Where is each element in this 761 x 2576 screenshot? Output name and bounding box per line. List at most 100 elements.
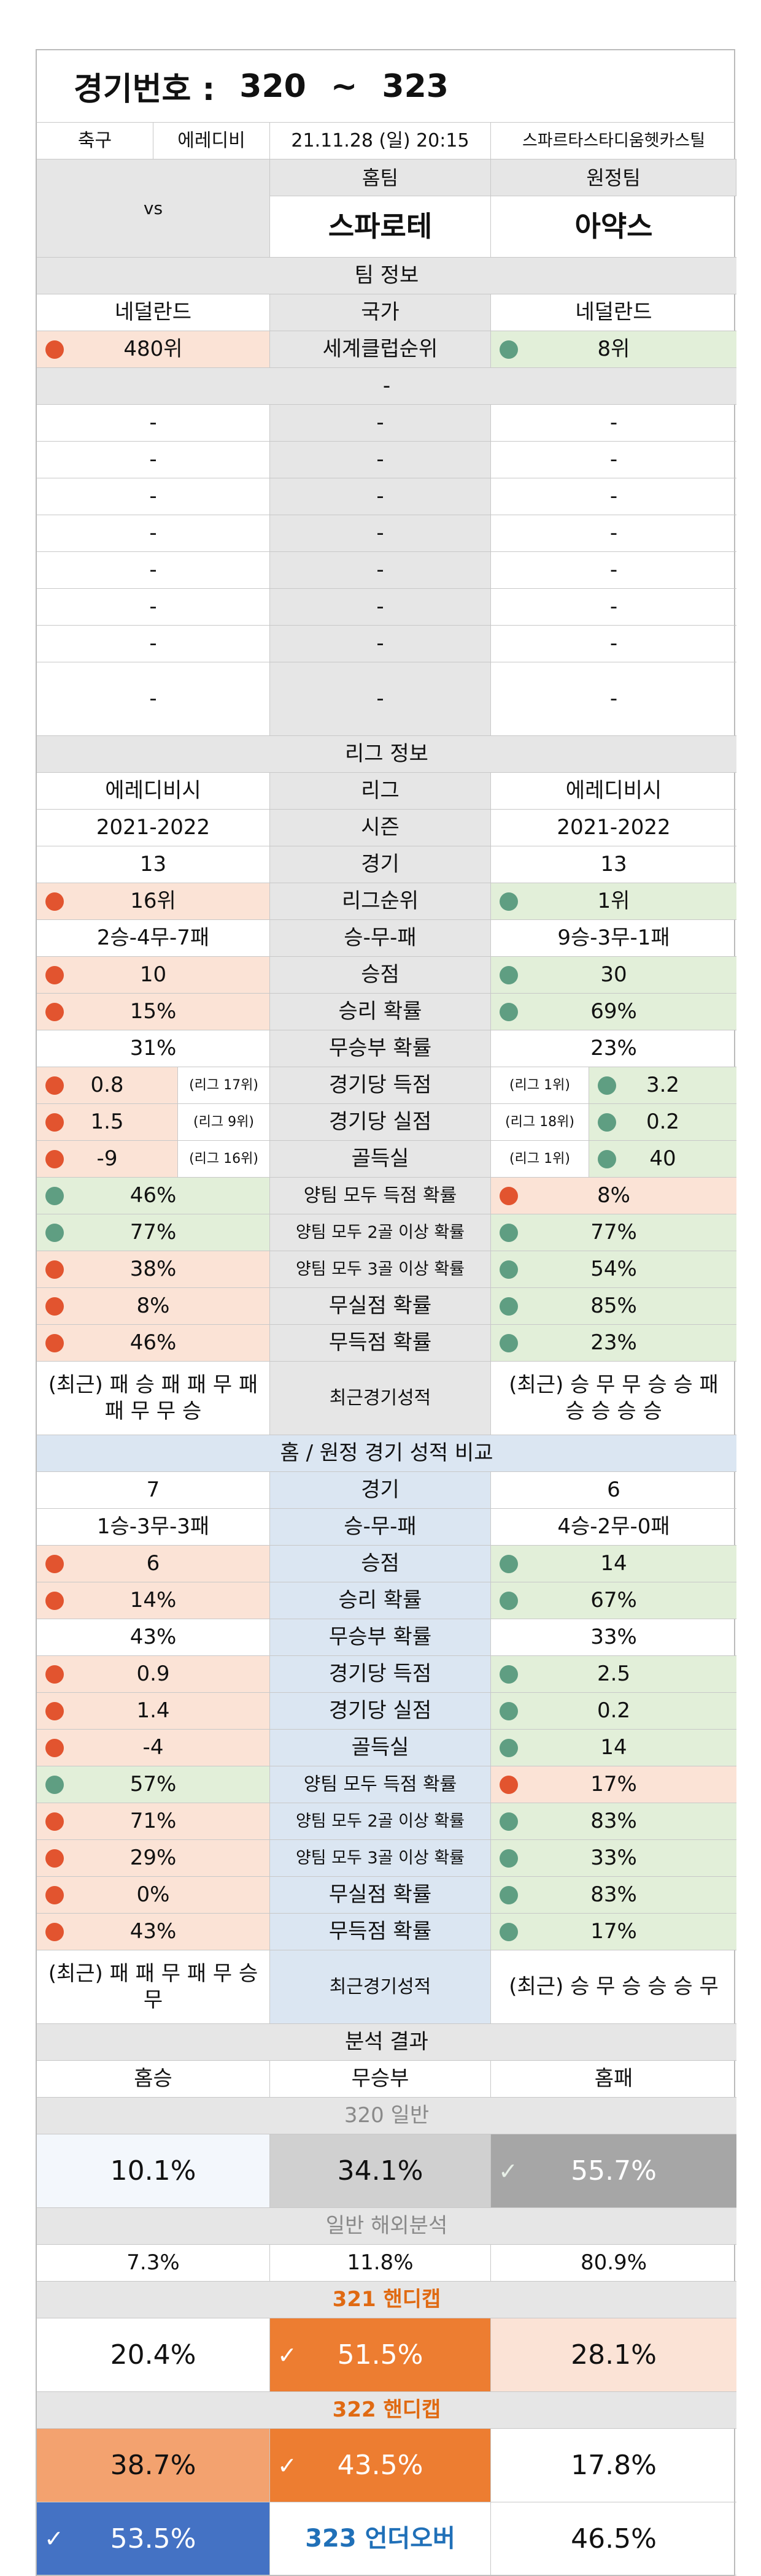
- g320-row: 10.1% 34.1% ✓ 55.7%: [36, 2134, 736, 2208]
- ha-home-draw-prob: 43%: [37, 1619, 270, 1656]
- overseas-home-win: 7.3%: [37, 2245, 270, 2282]
- both3-row: 38% 양팀 모두 3골 이상 확률 54%: [36, 1251, 736, 1288]
- red-dot-icon: [45, 1591, 64, 1610]
- overseas-row: 7.3% 11.8% 80.9%: [36, 2245, 736, 2282]
- ha-away-games: 6: [491, 1472, 736, 1509]
- away-goal-diff-rank: (리그 1위): [491, 1141, 589, 1178]
- home-goals-against-rank: (리그 9위): [178, 1104, 270, 1141]
- ha-record-row: 1승-3무-3패 승-무-패 4승-2무-0패: [36, 1509, 736, 1546]
- ha-btts-label: 양팀 모두 득점 확률: [270, 1766, 491, 1803]
- home-team-label: 홈팀: [270, 159, 491, 196]
- league-info-title: 리그 정보: [37, 736, 736, 773]
- match-number-to: 323: [382, 67, 449, 105]
- ha-points-row: 6 승점 14: [36, 1546, 736, 1582]
- overseas-home-loss: 80.9%: [491, 2245, 736, 2282]
- g323-over: 46.5%: [491, 2502, 736, 2575]
- ha-draw-prob-row: 43% 무승부 확률 33%: [36, 1619, 736, 1656]
- ha-home-goals-against: 1.4: [37, 1693, 270, 1730]
- ha-both2-row: 71% 양팀 모두 2골 이상 확률 83%: [36, 1803, 736, 1840]
- ha-recent-form-row: (최근) 패 패 무 패 무 승 무 최근경기성적 (최근) 승 무 승 승 승…: [36, 1950, 736, 2024]
- goals-for-row: 0.8 (리그 17위) 경기당 득점 (리그 1위) 3.2: [36, 1067, 736, 1104]
- win-prob-label: 승리 확률: [270, 994, 491, 1030]
- home-country: 네덜란드: [37, 294, 270, 331]
- ha-win-prob-row: 14% 승리 확률 67%: [36, 1582, 736, 1619]
- teal-dot-icon: [45, 1775, 64, 1794]
- dash-cell: -: [37, 589, 270, 626]
- home-goal-diff-rank: (리그 16위): [178, 1141, 270, 1178]
- teal-dot-icon: [500, 1922, 518, 1941]
- dash-cell: -: [491, 662, 736, 736]
- ha-away-both2: 83%: [491, 1803, 736, 1840]
- dash-cell: -: [270, 478, 491, 515]
- home-record: 2승-4무-7패: [37, 920, 270, 957]
- dash-cell: -: [37, 515, 270, 552]
- match-number-label: 경기번호 :: [74, 71, 215, 108]
- ha-away-goals-for: 2.5: [491, 1656, 736, 1693]
- red-dot-icon: [500, 1775, 518, 1794]
- dash-cell: -: [270, 552, 491, 589]
- dash-cell: -: [270, 515, 491, 552]
- red-dot-icon: [45, 1113, 64, 1132]
- ha-no-score-label: 무득점 확률: [270, 1914, 491, 1950]
- red-dot-icon: [45, 1812, 64, 1831]
- away-points: 30: [491, 957, 736, 994]
- dash-cell: -: [270, 405, 491, 442]
- teal-dot-icon: [500, 1885, 518, 1904]
- dash-cell: -: [491, 589, 736, 626]
- g323-under: ✓ 53.5%: [37, 2502, 270, 2575]
- dash-cell: -: [37, 478, 270, 515]
- country-row: 네덜란드 국가 네덜란드: [36, 294, 736, 331]
- g321-home-win: 20.4%: [37, 2318, 270, 2392]
- match-datetime: 21.11.28 (일) 20:15: [270, 123, 491, 159]
- dash-cell: -: [37, 662, 270, 736]
- ha-away-goal-diff: 14: [491, 1730, 736, 1766]
- ha-record-label: 승-무-패: [270, 1509, 491, 1546]
- league-row: 에레디비시 리그 에레디비시: [36, 773, 736, 810]
- away-goal-diff: 40: [589, 1141, 736, 1178]
- ha-home-goals-for: 0.9: [37, 1656, 270, 1693]
- teal-dot-icon: [500, 1849, 518, 1868]
- away-record: 9승-3무-1패: [491, 920, 736, 957]
- away-goals-against-rank: (리그 18위): [491, 1104, 589, 1141]
- ha-home-btts: 57%: [37, 1766, 270, 1803]
- match-number-from: 320: [239, 67, 306, 105]
- teal-dot-icon: [500, 1665, 518, 1684]
- games-row: 13 경기 13: [36, 846, 736, 883]
- club-rank-row: 480위 세계클럽순위 8위: [36, 331, 736, 368]
- country-label: 국가: [270, 294, 491, 331]
- home-league-rank: 16위: [37, 883, 270, 920]
- ha-games-row: 7 경기 6: [36, 1472, 736, 1509]
- ha-away-recent-form: (최근) 승 무 승 승 승 무: [491, 1950, 736, 2024]
- away-season: 2021-2022: [491, 810, 736, 846]
- win-prob-row: 15% 승리 확률 69%: [36, 994, 736, 1030]
- no-score-row: 46% 무득점 확률 23%: [36, 1325, 736, 1362]
- season-label: 시즌: [270, 810, 491, 846]
- analysis-title: 분석 결과: [37, 2024, 736, 2061]
- goals-against-row: 1.5 (리그 9위) 경기당 실점 (리그 18위) 0.2: [36, 1104, 736, 1141]
- home-goals-for: 0.8: [37, 1067, 178, 1104]
- overseas-label-row: 일반 해외분석: [36, 2208, 736, 2245]
- ha-btts-row: 57% 양팀 모두 득점 확률 17%: [36, 1766, 736, 1803]
- red-dot-icon: [45, 1922, 64, 1941]
- dash-row: - - -: [36, 552, 736, 589]
- ha-home-recent-form: (최근) 패 패 무 패 무 승 무: [37, 1950, 270, 2024]
- red-dot-icon: [45, 1149, 64, 1168]
- ha-goals-against-row: 1.4 경기당 실점 0.2: [36, 1693, 736, 1730]
- check-icon: ✓: [44, 2525, 64, 2552]
- league-label: 리그: [270, 773, 491, 810]
- g322-label: 322 핸디캡: [37, 2392, 736, 2429]
- ha-goals-against-label: 경기당 실점: [270, 1693, 491, 1730]
- teal-dot-icon: [45, 1223, 64, 1242]
- g320-draw: 34.1%: [270, 2134, 491, 2208]
- ha-clean-sheet-label: 무실점 확률: [270, 1877, 491, 1914]
- ha-games-label: 경기: [270, 1472, 491, 1509]
- ha-goals-for-label: 경기당 득점: [270, 1656, 491, 1693]
- dash-cell: -: [37, 626, 270, 662]
- dash-row: - - -: [36, 478, 736, 515]
- games-label: 경기: [270, 846, 491, 883]
- ha-goal-diff-label: 골득실: [270, 1730, 491, 1766]
- teal-dot-icon: [500, 340, 518, 359]
- away-games: 13: [491, 846, 736, 883]
- red-dot-icon: [45, 1260, 64, 1279]
- away-club-rank: 8위: [491, 331, 736, 368]
